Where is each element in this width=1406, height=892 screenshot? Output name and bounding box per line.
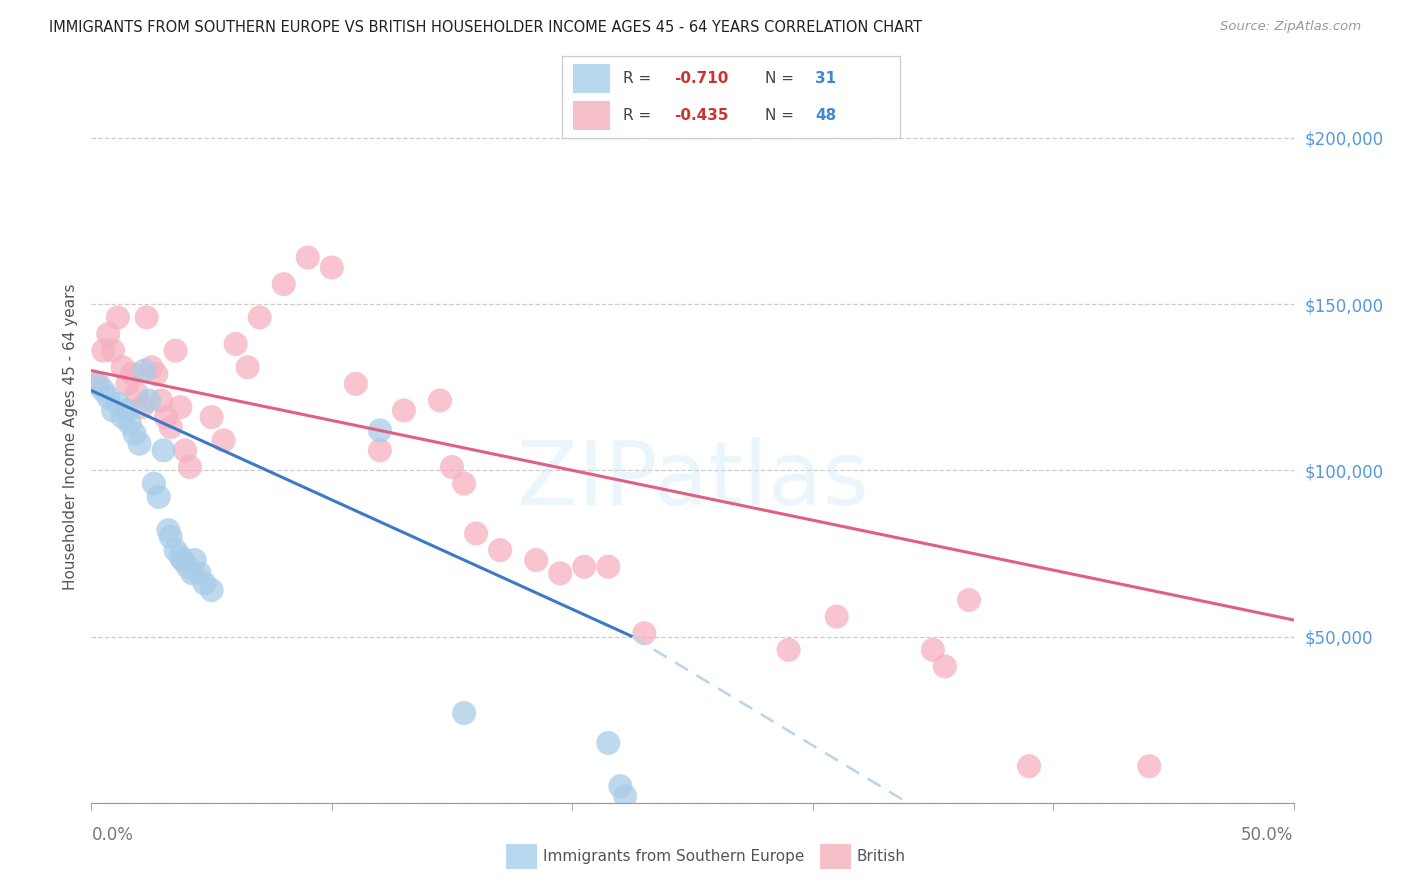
Point — [392, 403, 415, 417]
Text: R =: R = — [623, 108, 657, 123]
Text: Immigrants from Southern Europe: Immigrants from Southern Europe — [543, 849, 804, 863]
Point — [157, 523, 180, 537]
Text: R =: R = — [623, 70, 657, 86]
Point — [181, 566, 204, 581]
Point — [84, 376, 107, 391]
Point — [165, 343, 187, 358]
Point — [574, 559, 596, 574]
Point — [598, 559, 620, 574]
Point — [117, 403, 139, 417]
Point — [141, 360, 163, 375]
Point — [176, 559, 198, 574]
Point — [179, 460, 201, 475]
Point — [155, 410, 177, 425]
Text: 50.0%: 50.0% — [1241, 826, 1294, 844]
Point — [297, 251, 319, 265]
Point — [922, 643, 945, 657]
Text: IMMIGRANTS FROM SOUTHERN EUROPE VS BRITISH HOUSEHOLDER INCOME AGES 45 - 64 YEARS: IMMIGRANTS FROM SOUTHERN EUROPE VS BRITI… — [49, 20, 922, 35]
Point — [125, 387, 148, 401]
Point — [548, 566, 571, 581]
Point — [249, 310, 271, 325]
Point — [429, 393, 451, 408]
Point — [145, 367, 167, 381]
Text: N =: N = — [765, 70, 799, 86]
Point — [97, 326, 120, 341]
Point — [97, 390, 120, 404]
Point — [169, 549, 191, 564]
Point — [212, 434, 235, 448]
Point — [121, 367, 143, 381]
Point — [87, 376, 110, 391]
Point — [128, 436, 150, 450]
Point — [598, 736, 620, 750]
Point — [201, 410, 224, 425]
Point — [614, 789, 637, 804]
Point — [101, 403, 124, 417]
Text: ZIPatlas: ZIPatlas — [516, 437, 869, 524]
Point — [101, 343, 124, 358]
Text: -0.710: -0.710 — [673, 70, 728, 86]
Point — [368, 424, 391, 438]
Point — [633, 626, 655, 640]
Point — [344, 376, 367, 391]
Point — [825, 609, 848, 624]
Text: Source: ZipAtlas.com: Source: ZipAtlas.com — [1220, 20, 1361, 33]
Text: 48: 48 — [815, 108, 837, 123]
Point — [124, 426, 146, 441]
Point — [440, 460, 463, 475]
Text: 31: 31 — [815, 70, 837, 86]
Point — [934, 659, 956, 673]
Point — [193, 576, 215, 591]
Point — [188, 566, 211, 581]
Point — [201, 582, 224, 597]
Point — [111, 410, 134, 425]
Point — [93, 343, 115, 358]
Point — [93, 384, 115, 398]
Point — [453, 476, 475, 491]
Y-axis label: Householder Income Ages 45 - 64 years: Householder Income Ages 45 - 64 years — [62, 284, 77, 591]
Point — [111, 360, 134, 375]
Text: N =: N = — [765, 108, 799, 123]
Point — [321, 260, 343, 275]
Point — [609, 779, 631, 793]
Text: 0.0%: 0.0% — [91, 826, 134, 844]
Point — [138, 393, 160, 408]
Point — [159, 530, 181, 544]
Point — [778, 643, 800, 657]
Point — [134, 363, 156, 377]
Point — [489, 543, 512, 558]
Point — [453, 706, 475, 720]
Point — [165, 543, 187, 558]
Bar — [572, 101, 610, 130]
Point — [152, 443, 174, 458]
Point — [159, 420, 181, 434]
Point — [131, 400, 153, 414]
Text: British: British — [856, 849, 905, 863]
Point — [142, 476, 165, 491]
Point — [465, 526, 488, 541]
Point — [172, 553, 194, 567]
Point — [107, 397, 129, 411]
Point — [1137, 759, 1160, 773]
Point — [225, 337, 247, 351]
Point — [148, 490, 170, 504]
Point — [118, 417, 141, 431]
Point — [107, 310, 129, 325]
Point — [524, 553, 547, 567]
Point — [368, 443, 391, 458]
Point — [150, 393, 173, 408]
Point — [184, 553, 207, 567]
Point — [135, 310, 157, 325]
Point — [174, 443, 197, 458]
Point — [1018, 759, 1040, 773]
Point — [236, 360, 259, 375]
Point — [957, 593, 980, 607]
Text: -0.435: -0.435 — [673, 108, 728, 123]
Point — [169, 400, 191, 414]
Bar — [572, 63, 610, 93]
Point — [273, 277, 295, 292]
Point — [117, 376, 139, 391]
